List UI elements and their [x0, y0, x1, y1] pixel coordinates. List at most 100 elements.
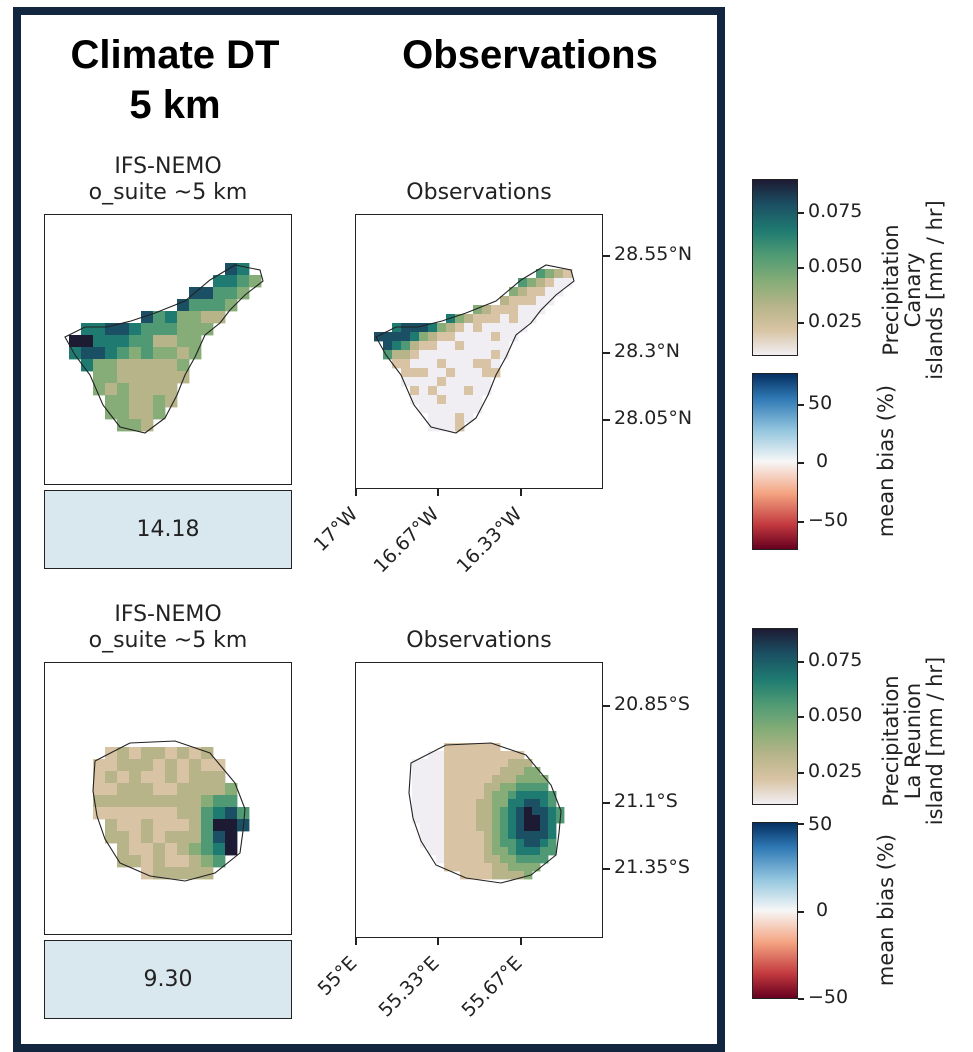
- precip-cell: [500, 759, 509, 768]
- precip-cell: [460, 783, 469, 792]
- precip-cell: [105, 783, 118, 796]
- precip-cell: [468, 775, 477, 784]
- precip-cell: [165, 819, 178, 832]
- precip-cell: [500, 799, 509, 808]
- precip-cell: [177, 747, 190, 760]
- precip-cell: [189, 783, 202, 796]
- precip-cell: [548, 839, 557, 848]
- precip-cell: [201, 783, 214, 796]
- precip-cell: [129, 747, 142, 760]
- precip-cell: [516, 815, 525, 824]
- precip-cell: [548, 831, 557, 840]
- precip-cell: [532, 807, 541, 816]
- precip-cell: [464, 413, 474, 423]
- precip-cell: [516, 759, 525, 768]
- precip-cell: [428, 386, 438, 396]
- precip-cell: [428, 775, 437, 784]
- precip-cell: [536, 287, 546, 297]
- precip-cell: [129, 347, 142, 360]
- precip-cell: [237, 287, 250, 300]
- precip-cell: [524, 775, 533, 784]
- precip-cell: [492, 759, 501, 768]
- precip-cell: [468, 815, 477, 824]
- precip-cell: [420, 759, 429, 768]
- precip-cell: [563, 269, 573, 279]
- precip-cell: [532, 815, 541, 824]
- precip-cell: [410, 350, 420, 360]
- precip-cell: [419, 323, 429, 333]
- precip-cell: [500, 807, 509, 816]
- precip-cell: [129, 419, 142, 432]
- y-tick-label: 21.1°S: [614, 790, 678, 812]
- precip-cell: [476, 839, 485, 848]
- precip-cell: [129, 807, 142, 820]
- precip-cell: [473, 305, 483, 315]
- precip-cell: [500, 767, 509, 776]
- precip-cell: [410, 386, 420, 396]
- precip-cell: [189, 795, 202, 808]
- precip-cell: [129, 855, 142, 868]
- precip-cell: [153, 855, 166, 868]
- precip-cell: [500, 296, 510, 306]
- precip-cell: [428, 332, 438, 342]
- precip-cell: [419, 404, 429, 414]
- y-tick-label: 21.35°S: [614, 856, 690, 878]
- precip-cell: [105, 771, 118, 784]
- precip-cell: [213, 843, 226, 856]
- precip-cell: [165, 771, 178, 784]
- precip-cell: [129, 359, 142, 372]
- precip-cell: [468, 823, 477, 832]
- precip-cell: [492, 823, 501, 832]
- precip-cell: [189, 855, 202, 868]
- precip-cell: [524, 759, 533, 768]
- precip-cell: [518, 314, 528, 324]
- precip-cell: [482, 368, 492, 378]
- precip-cell: [473, 395, 483, 405]
- precip-cell: [500, 783, 509, 792]
- precip-cell: [452, 783, 461, 792]
- precip-cell: [446, 314, 456, 324]
- precip-cell: [524, 855, 533, 864]
- precip-cell: [476, 767, 485, 776]
- precip-cell: [482, 359, 492, 369]
- precip-cell: [392, 359, 402, 369]
- precip-cell: [444, 855, 453, 864]
- precip-cell: [436, 807, 445, 816]
- precip-cell: [500, 341, 510, 351]
- precip-cell: [412, 791, 421, 800]
- precip-cell: [141, 323, 154, 336]
- precip-cell: [141, 807, 154, 820]
- precip-cell: [105, 323, 118, 336]
- model-title-reunion: IFS-NEMO o_suite ~5 km: [44, 602, 292, 654]
- precip-cell: [508, 847, 517, 856]
- precip-cell: [548, 807, 557, 816]
- precip-cell: [484, 791, 493, 800]
- precip-cell: [177, 855, 190, 868]
- precip-colorbar-reunion: [752, 628, 798, 805]
- precip-cell: [177, 371, 190, 384]
- precip-cell: [189, 843, 202, 856]
- precip-cell: [141, 347, 154, 360]
- precip-cell: [536, 269, 546, 279]
- precip-cell: [165, 831, 178, 844]
- precip-cell: [383, 341, 393, 351]
- precip-cell: [201, 831, 214, 844]
- precip-cell: [225, 299, 238, 312]
- precip-cell: [437, 404, 447, 414]
- precip-cell: [540, 823, 549, 832]
- precip-cell: [392, 350, 402, 360]
- precip-cell: [473, 359, 483, 369]
- precip-cell: [518, 323, 528, 333]
- precip-cell: [516, 871, 525, 880]
- precip-cell: [484, 871, 493, 880]
- precip-cell: [129, 335, 142, 348]
- precip-cell: [141, 843, 154, 856]
- precip-cell: [468, 743, 477, 752]
- precip-cell: [428, 783, 437, 792]
- cbar-label-line3: island [mm / hr]: [923, 656, 947, 826]
- precip-cell: [455, 332, 465, 342]
- precip-cell: [484, 767, 493, 776]
- precip-cell: [444, 847, 453, 856]
- precip-cell: [153, 819, 166, 832]
- precip-cell: [508, 775, 517, 784]
